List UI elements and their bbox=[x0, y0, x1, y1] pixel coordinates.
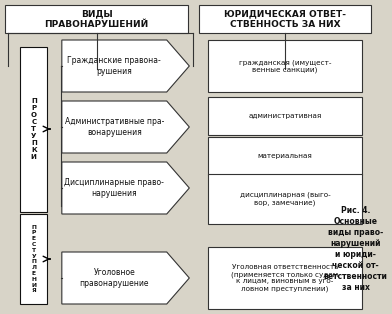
Text: ВИДЫ
ПРАВОНАРУШЕНИЙ: ВИДЫ ПРАВОНАРУШЕНИЙ bbox=[44, 9, 149, 29]
FancyBboxPatch shape bbox=[208, 97, 362, 135]
Text: гражданская (имущест-
венные санкции): гражданская (имущест- венные санкции) bbox=[239, 59, 331, 73]
Polygon shape bbox=[62, 162, 189, 214]
Text: Уголовная ответственность
(применяется только судом
к лицам, виновным в уго-
лов: Уголовная ответственность (применяется т… bbox=[231, 264, 339, 292]
Text: Дисциплинарные право-
нарушения: Дисциплинарные право- нарушения bbox=[64, 178, 164, 198]
FancyBboxPatch shape bbox=[208, 247, 362, 309]
Polygon shape bbox=[62, 40, 189, 92]
Text: ЮРИДИЧЕСКАЯ ОТВЕТ-
СТВЕННОСТЬ ЗА НИХ: ЮРИДИЧЕСКАЯ ОТВЕТ- СТВЕННОСТЬ ЗА НИХ bbox=[224, 9, 346, 29]
FancyBboxPatch shape bbox=[208, 137, 362, 175]
Text: П
Р
О
С
Т
У
П
К
И: П Р О С Т У П К И bbox=[31, 98, 37, 160]
Text: Уголовное
правонарушение: Уголовное правонарушение bbox=[80, 268, 149, 288]
FancyBboxPatch shape bbox=[199, 5, 371, 33]
FancyBboxPatch shape bbox=[5, 5, 189, 33]
FancyBboxPatch shape bbox=[20, 46, 47, 212]
FancyBboxPatch shape bbox=[208, 174, 362, 224]
Text: Административные пра-
вонарушения: Административные пра- вонарушения bbox=[65, 117, 164, 137]
Polygon shape bbox=[62, 101, 189, 153]
FancyBboxPatch shape bbox=[20, 214, 47, 304]
Polygon shape bbox=[62, 252, 189, 304]
FancyBboxPatch shape bbox=[208, 40, 362, 92]
Text: дисциплинарная (выго-
вор, замечание): дисциплинарная (выго- вор, замечание) bbox=[240, 192, 330, 206]
Text: материальная: материальная bbox=[258, 153, 312, 159]
Text: административная: административная bbox=[249, 113, 321, 119]
Text: П
Р
Е
С
Т
У
П
Л
Е
Н
И
Я: П Р Е С Т У П Л Е Н И Я bbox=[31, 225, 36, 293]
Text: Гражданские правона-
рушения: Гражданские правона- рушения bbox=[67, 56, 161, 76]
Text: Рис. 4.
Основные
виды право-
нарушений
и юриди-
ческой от-
ветственности
за них: Рис. 4. Основные виды право- нарушений и… bbox=[323, 206, 387, 292]
